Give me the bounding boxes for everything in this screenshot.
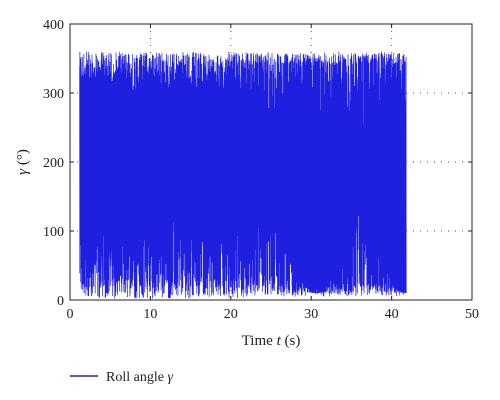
y-tick-label: 0 [57, 294, 64, 309]
x-tick-label: 40 [385, 307, 399, 322]
x-tick-label: 30 [304, 307, 318, 322]
y-tick-label: 100 [43, 225, 64, 240]
legend: Roll angle γ [70, 370, 173, 385]
y-tick-label: 200 [43, 156, 64, 171]
y-tick-label: 300 [43, 87, 64, 102]
x-axis-ticks: 0 10 20 30 40 50 [67, 24, 479, 322]
series-line-roll-angle [79, 51, 407, 299]
legend-label-roll-angle: Roll angle γ [106, 370, 173, 385]
x-tick-label: 20 [224, 307, 238, 322]
x-tick-label: 10 [143, 307, 157, 322]
y-axis-ticks: 0 100 200 300 400 [43, 18, 472, 309]
series-roll-angle [79, 51, 407, 299]
x-axis-label: Time t (s) [242, 333, 301, 349]
y-tick-label: 400 [43, 18, 64, 33]
x-tick-label: 50 [465, 307, 479, 322]
y-axis-label: γ (°) [15, 149, 31, 175]
x-tick-label: 0 [67, 307, 74, 322]
